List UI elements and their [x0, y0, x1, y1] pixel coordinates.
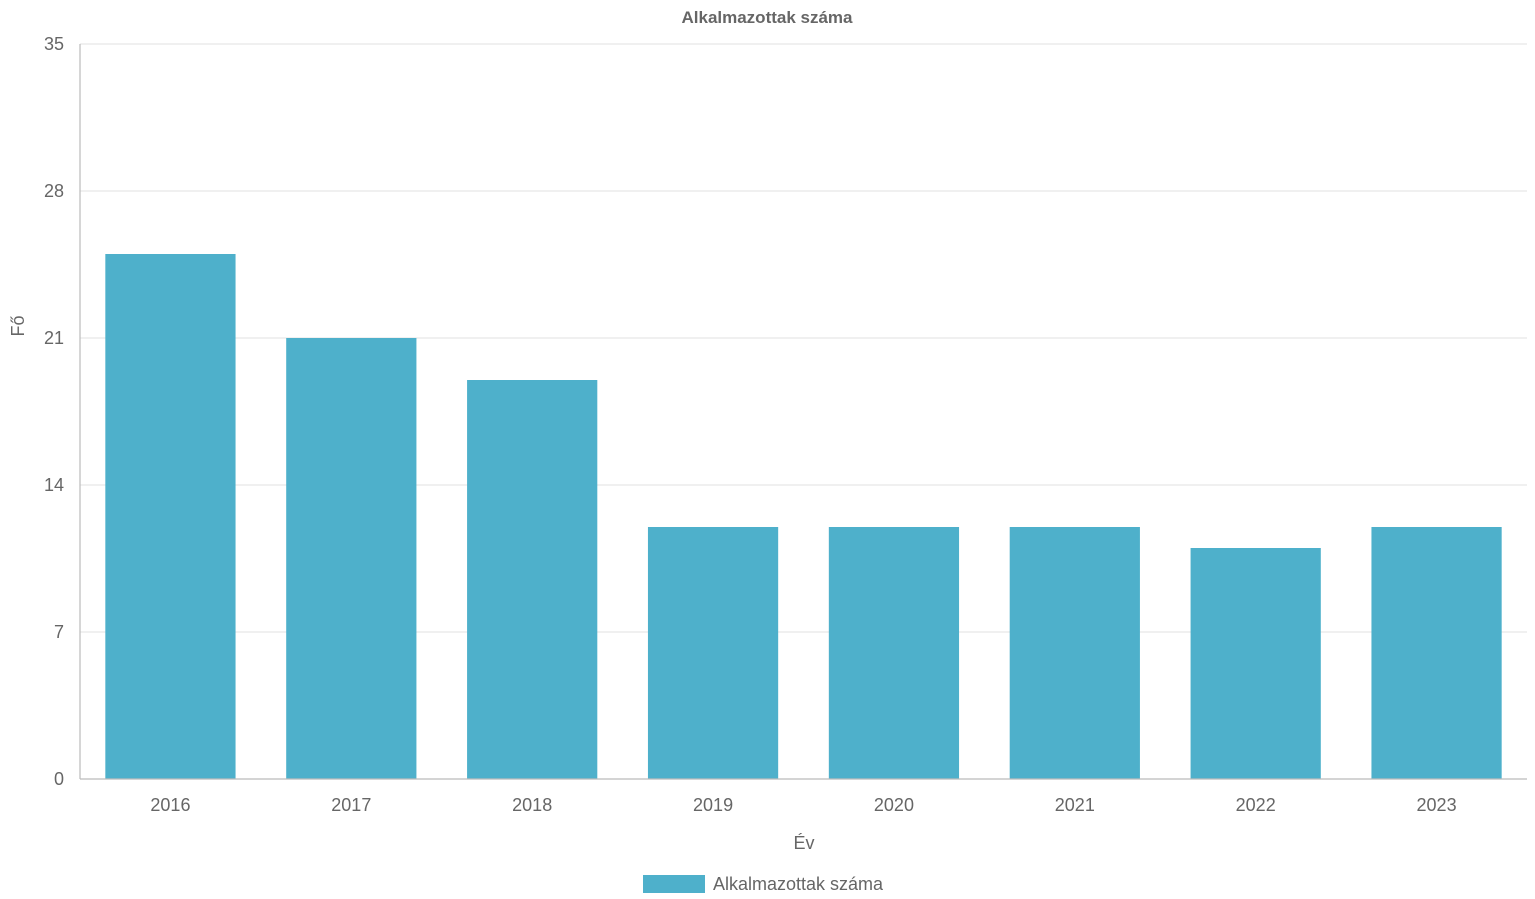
x-tick-label: 2023 [1417, 795, 1457, 815]
bar-2023[interactable] [1371, 527, 1502, 779]
x-tick-label: 2016 [150, 795, 190, 815]
bar-2017[interactable] [286, 338, 417, 779]
y-tick-label: 14 [44, 475, 64, 495]
y-tick-label: 0 [54, 769, 64, 789]
x-tick-label: 2020 [874, 795, 914, 815]
y-axis-label: Fő [8, 315, 28, 336]
legend-swatch[interactable] [643, 875, 705, 893]
y-tick-label: 21 [44, 328, 64, 348]
y-tick-label: 28 [44, 181, 64, 201]
x-tick-label: 2022 [1236, 795, 1276, 815]
y-tick-label: 35 [44, 34, 64, 54]
bars [105, 254, 1502, 779]
x-tick-label: 2019 [693, 795, 733, 815]
x-tick-label: 2018 [512, 795, 552, 815]
chart-title: Alkalmazottak száma [681, 8, 853, 27]
legend-label[interactable]: Alkalmazottak száma [713, 874, 884, 894]
y-tick-label: 7 [54, 622, 64, 642]
bar-2021[interactable] [1009, 527, 1140, 779]
x-tick-label: 2017 [331, 795, 371, 815]
x-axis-ticks: 2016 2017 2018 2019 2020 2021 2022 2023 [150, 795, 1456, 815]
bar-2018[interactable] [467, 380, 598, 779]
bar-2022[interactable] [1190, 548, 1321, 779]
y-axis-ticks: 0 7 14 21 28 35 [44, 34, 64, 789]
legend[interactable]: Alkalmazottak száma [643, 874, 884, 894]
x-tick-label: 2021 [1055, 795, 1095, 815]
x-axis-label: Év [793, 833, 814, 853]
bar-2016[interactable] [105, 254, 236, 779]
bar-2020[interactable] [828, 527, 960, 779]
bar-2019[interactable] [647, 527, 779, 779]
